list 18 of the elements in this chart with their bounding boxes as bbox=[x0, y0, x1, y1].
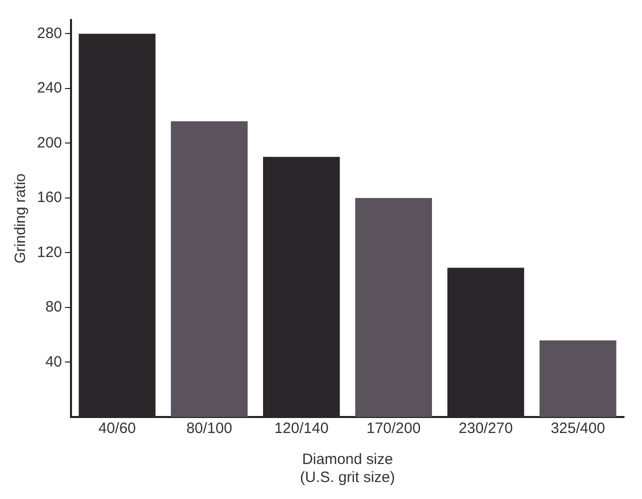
bar bbox=[355, 198, 432, 417]
bar bbox=[540, 340, 616, 417]
y-tick-label: 200 bbox=[36, 134, 62, 152]
x-axis-title: Diamond size (U.S. grit size) bbox=[300, 451, 396, 486]
y-tick-label: 120 bbox=[36, 244, 62, 261]
y-tick-label: 80 bbox=[45, 298, 62, 316]
x-tick-label: 325/400 bbox=[550, 420, 606, 438]
x-tick-label: 80/100 bbox=[186, 420, 232, 438]
x-tick-label: 230/270 bbox=[458, 420, 513, 438]
x-tick-label: 120/140 bbox=[274, 420, 329, 438]
y-tick-label: 160 bbox=[36, 189, 62, 206]
x-tick-label: 40/60 bbox=[98, 420, 136, 438]
y-tick-label: 40 bbox=[45, 353, 62, 370]
bar bbox=[170, 121, 248, 417]
x-tick-label: 170/200 bbox=[366, 420, 421, 438]
y-tick-label: 280 bbox=[36, 24, 62, 42]
y-axis-title: Grinding ratio bbox=[12, 173, 30, 264]
y-tick-label: 240 bbox=[36, 80, 62, 97]
